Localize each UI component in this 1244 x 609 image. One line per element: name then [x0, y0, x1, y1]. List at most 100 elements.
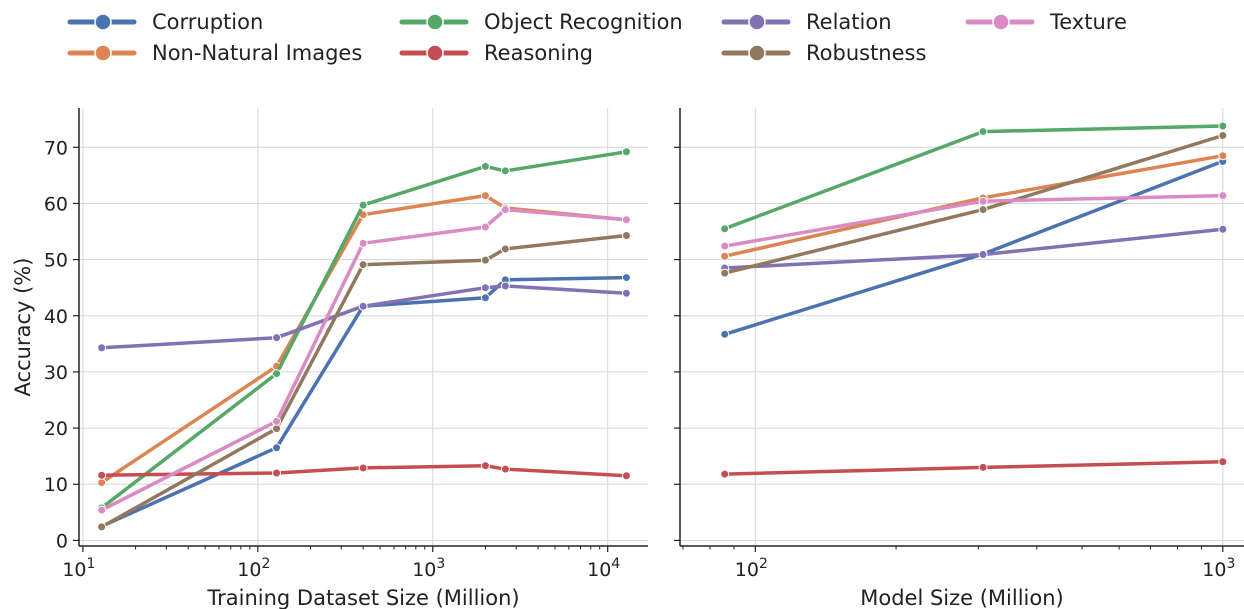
series-relation: [720, 224, 1228, 273]
data-point: [500, 166, 510, 176]
legend-marker: [992, 13, 1010, 31]
data-point: [720, 268, 730, 278]
x-tick-label: 103: [412, 556, 445, 581]
y-axis-title: Accuracy (%): [11, 258, 35, 397]
data-point: [500, 205, 510, 215]
y-tick-label: 40: [44, 306, 68, 328]
series-non-natural-images: [97, 191, 631, 488]
legend-item-texture: Texture: [965, 10, 1127, 34]
data-point: [97, 505, 107, 515]
data-point: [358, 301, 368, 311]
data-point: [978, 250, 988, 260]
series-line: [722, 153, 1225, 258]
data-point: [358, 200, 368, 210]
series-relation: [97, 281, 631, 353]
y-tick-label: 70: [44, 137, 68, 159]
x-tick-label: 102: [237, 556, 270, 581]
y-tick-label: 30: [44, 362, 68, 384]
series-reasoning: [97, 461, 631, 481]
data-point: [480, 222, 490, 232]
data-point: [621, 288, 631, 298]
data-point: [720, 329, 730, 339]
legend-label: Robustness: [806, 41, 926, 65]
series-object-recognition: [97, 147, 631, 513]
series-line: [99, 233, 629, 529]
x-axis-title: Training Dataset Size (Million): [206, 586, 519, 609]
data-point: [358, 463, 368, 473]
legend-item-relation: Relation: [721, 10, 892, 34]
data-point: [621, 147, 631, 157]
legend-marker: [94, 13, 112, 31]
series-texture: [97, 205, 631, 515]
series-object-recognition: [720, 121, 1228, 234]
data-point: [480, 461, 490, 471]
data-point: [97, 470, 107, 480]
legend-marker: [426, 13, 444, 31]
legend-label: Object Recognition: [484, 10, 683, 34]
legend-label: Reasoning: [484, 41, 593, 65]
data-point: [272, 443, 282, 453]
data-point: [480, 293, 490, 303]
legend-item-object-recognition: Object Recognition: [399, 10, 683, 34]
data-point: [480, 161, 490, 171]
legend-label: Relation: [806, 10, 892, 34]
series-line: [99, 275, 629, 529]
data-point: [272, 468, 282, 478]
series-robustness: [97, 230, 631, 532]
data-point: [720, 251, 730, 261]
legend-label: Non-Natural Images: [152, 41, 362, 65]
series-line: [99, 207, 629, 512]
y-tick-label: 60: [44, 193, 68, 215]
series-line: [99, 150, 629, 510]
legend-label: Texture: [1049, 10, 1127, 34]
y-tick-label: 0: [56, 530, 68, 552]
data-point: [97, 522, 107, 532]
panel-2: 102 103 Model Size (Million): [674, 108, 1244, 609]
data-point: [358, 260, 368, 270]
data-point: [621, 273, 631, 283]
data-point: [720, 224, 730, 234]
x-axis-title: Model Size (Million): [860, 586, 1064, 609]
data-point: [978, 196, 988, 206]
data-point: [500, 244, 510, 254]
legend-marker: [748, 13, 766, 31]
x-tick-label: 103: [1202, 556, 1235, 581]
data-point: [1218, 224, 1228, 234]
data-point: [1218, 457, 1228, 467]
y-tick-label: 20: [44, 418, 68, 440]
data-point: [1218, 131, 1228, 141]
legend-marker: [748, 44, 766, 62]
data-point: [1218, 151, 1228, 161]
data-point: [720, 241, 730, 251]
legend-label: Corruption: [152, 10, 263, 34]
data-point: [272, 333, 282, 343]
data-point: [978, 205, 988, 215]
data-point: [480, 191, 490, 201]
data-point: [480, 255, 490, 265]
data-point: [978, 462, 988, 472]
data-point: [272, 416, 282, 426]
data-point: [720, 469, 730, 479]
data-point: [1218, 121, 1228, 131]
series-line: [722, 159, 1225, 337]
series-line: [99, 463, 629, 478]
x-tick-label: 104: [587, 556, 620, 581]
y-tick-label: 50: [44, 250, 68, 272]
series-line: [99, 284, 629, 350]
series-line: [722, 227, 1225, 270]
data-point: [621, 230, 631, 240]
legend: Corruption Non-Natural Images Object Recog…: [67, 10, 1127, 65]
x-tick-label: 101: [62, 556, 95, 581]
legend-item-reasoning: Reasoning: [399, 41, 593, 65]
data-point: [500, 464, 510, 474]
legend-marker: [94, 44, 112, 62]
series-line: [722, 460, 1225, 476]
data-point: [1218, 191, 1228, 201]
series-line: [99, 193, 629, 485]
data-point: [978, 127, 988, 137]
series-texture: [720, 191, 1228, 251]
data-point: [621, 215, 631, 225]
series-non-natural-images: [720, 151, 1228, 261]
legend-marker: [426, 44, 444, 62]
